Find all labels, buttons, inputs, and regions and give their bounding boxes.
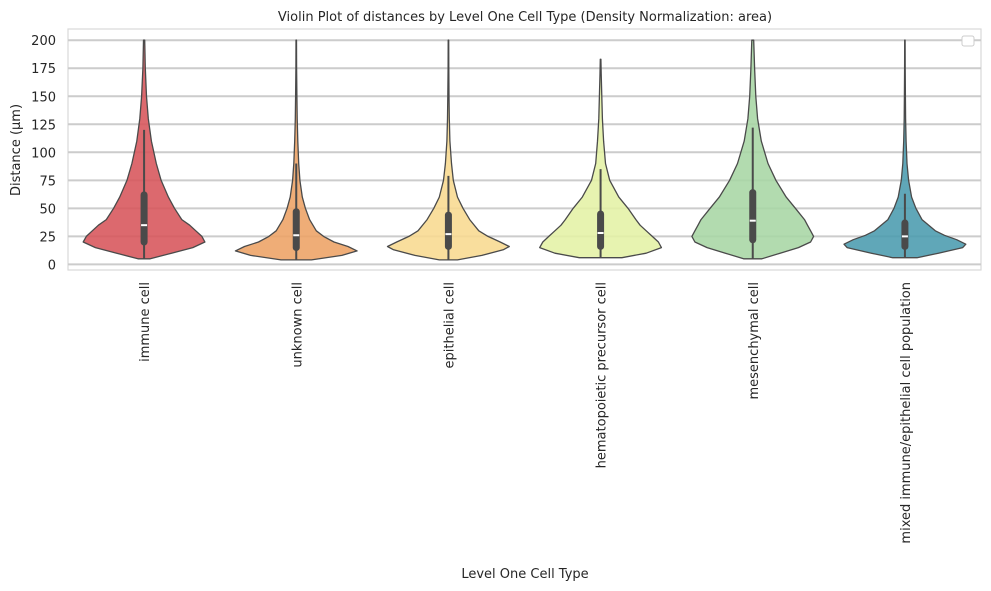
plot-frame <box>67 28 982 271</box>
x-tick-label: epithelial cell <box>442 282 457 369</box>
grid-lines <box>68 39 981 266</box>
x-axis-label: Level One Cell Type <box>461 567 588 582</box>
y-tick-label: 50 <box>39 202 56 217</box>
x-tick-label: unknown cell <box>290 282 305 368</box>
violin-body <box>539 58 663 259</box>
y-tick-label: 125 <box>31 118 56 133</box>
y-tick-label: 0 <box>48 258 56 273</box>
y-tick-label: 150 <box>31 90 56 105</box>
violins <box>82 39 967 261</box>
violin-body <box>843 39 967 259</box>
y-axis-ticks: 0 25 50 75 100 125 150 175 200 <box>31 34 56 273</box>
x-tick-label: mixed immune/epithelial cell population <box>899 282 914 544</box>
x-tick-label: mesenchymal cell <box>747 282 762 400</box>
y-tick-label: 100 <box>31 146 56 161</box>
y-tick-label: 175 <box>31 62 56 77</box>
x-tick-label: immune cell <box>138 282 153 362</box>
y-tick-label: 75 <box>39 174 56 189</box>
y-tick-label: 200 <box>31 34 56 49</box>
chart-title: Violin Plot of distances by Level One Ce… <box>278 10 772 25</box>
x-axis-ticks: immune cell unknown cell epithelial cell he… <box>138 282 914 544</box>
y-axis-label: Distance (µm) <box>9 104 24 196</box>
violin-body <box>386 39 510 261</box>
x-tick-label: hematopoietic precursor cell <box>595 282 610 468</box>
y-tick-label: 25 <box>39 230 56 245</box>
violin-body <box>234 39 358 261</box>
legend-box <box>961 35 975 47</box>
